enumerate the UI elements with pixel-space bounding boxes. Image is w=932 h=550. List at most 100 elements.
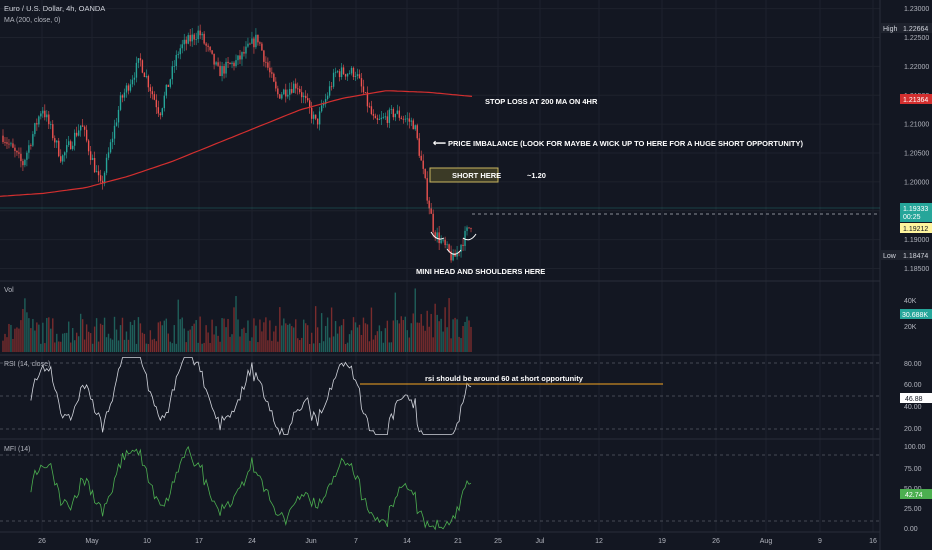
candle-body	[378, 119, 381, 120]
volume-bar	[10, 324, 12, 352]
candle-body	[243, 52, 245, 54]
volume-bar	[173, 325, 175, 352]
volume-label[interactable]: Vol	[4, 287, 14, 294]
candle-body	[173, 66, 175, 67]
volume-bar	[179, 319, 181, 352]
volume-bar	[159, 321, 162, 352]
mfi-tick: 100.00	[904, 444, 926, 451]
time-axis[interactable]: 26 May 10 17 24 Jun 7 14 21 25 Jul 12 19 26 Aug 9 16	[38, 538, 877, 545]
candle-body	[279, 94, 281, 99]
volume-bar	[227, 318, 229, 352]
volume-bar	[4, 333, 6, 352]
volume-bar	[89, 333, 92, 352]
mfi-line[interactable]	[30, 445, 472, 531]
candle-body	[12, 143, 14, 148]
rsi-label[interactable]: RSI (14, close)	[4, 361, 50, 368]
rsi-line[interactable]	[30, 357, 472, 436]
candle-body	[267, 62, 269, 68]
candle-body	[281, 94, 283, 99]
candle-body	[113, 125, 116, 139]
volume-bar	[279, 307, 281, 352]
candle-body	[308, 100, 311, 108]
volume-bar	[141, 332, 144, 352]
right-shoulder-arc[interactable]	[462, 233, 477, 241]
volume-bar	[81, 319, 84, 352]
candle-body	[318, 111, 321, 125]
time-tick: 7	[354, 538, 358, 545]
volume-bar	[316, 327, 319, 352]
low-tag: Low 1.18474	[880, 250, 932, 260]
rsi-tick: 80.00	[904, 361, 922, 368]
volume-bar	[149, 330, 152, 352]
rsi-annotation: rsi should be around 60 at short opportu…	[425, 374, 584, 383]
candle-body	[265, 61, 267, 63]
candle-body	[239, 55, 241, 60]
candle-body	[406, 118, 408, 120]
volume-bar	[44, 343, 46, 352]
candle-body	[139, 58, 142, 61]
candle-body	[289, 89, 291, 95]
candle-body	[237, 55, 239, 61]
volume-bar	[265, 317, 267, 352]
price-tick: 1.19000	[904, 237, 929, 244]
volume-bar	[243, 327, 245, 352]
volume-bar	[187, 330, 189, 352]
candle-body	[44, 110, 46, 118]
volume-bar	[147, 343, 150, 352]
price-tick: 1.21000	[904, 122, 929, 129]
candle-body	[366, 92, 369, 107]
candle-body	[181, 44, 183, 49]
candle-body	[151, 91, 154, 95]
rsi-tick: 20.00	[904, 426, 922, 433]
price-tick: 1.22500	[904, 35, 929, 42]
candle-body	[30, 145, 32, 147]
candle-body	[310, 107, 313, 119]
volume-bar	[404, 316, 406, 352]
head-arc[interactable]	[446, 248, 462, 255]
candle-body	[452, 253, 454, 261]
volume-bar	[436, 314, 438, 352]
volume-bar	[263, 322, 265, 352]
volume-bar	[452, 319, 454, 352]
candle-body	[58, 140, 60, 157]
candle-body	[50, 124, 52, 125]
candle-body	[428, 200, 430, 209]
left-shoulder-arc[interactable]	[430, 231, 445, 240]
horizontal-grid	[0, 8, 880, 269]
volume-bar	[412, 313, 414, 352]
volume-bar	[269, 320, 271, 352]
volume-bar	[111, 339, 114, 352]
candle-body	[382, 116, 385, 118]
volume-bar	[392, 320, 395, 352]
candle-body	[109, 142, 112, 153]
ma-indicator-label[interactable]: MA (200, close, 0)	[4, 17, 60, 24]
mfi-label[interactable]: MFI (14)	[4, 446, 30, 453]
candle-body	[161, 108, 164, 116]
candle-body	[372, 113, 375, 116]
candle-body	[269, 67, 271, 73]
volume-bar	[382, 342, 385, 352]
volume-bar	[444, 307, 446, 352]
ma-200-line[interactable]	[0, 90, 473, 197]
candle-body	[46, 114, 48, 118]
candle-body	[22, 161, 24, 166]
candle-body	[175, 54, 177, 67]
short-here-box[interactable]	[429, 167, 499, 183]
time-tick: 12	[595, 538, 603, 545]
volume-bar	[275, 325, 277, 352]
candle-body	[197, 30, 199, 40]
volume-bar	[139, 323, 142, 352]
volume-bar	[267, 340, 269, 352]
candle-body	[259, 42, 261, 44]
volume-bar	[466, 316, 468, 352]
volume-bar	[48, 317, 50, 352]
volume-bar	[171, 343, 173, 352]
volume-bar	[310, 332, 313, 352]
candle-body	[390, 108, 393, 110]
volume-bar	[308, 343, 311, 352]
volume-bar	[151, 339, 154, 352]
candle-body	[8, 143, 10, 145]
volume-bar	[362, 317, 365, 352]
volume-bar	[12, 338, 14, 352]
